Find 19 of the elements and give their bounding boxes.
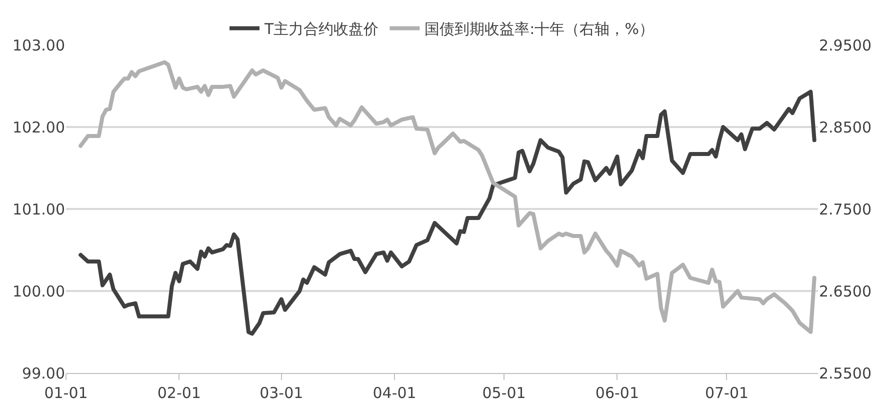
y-tick-label: 99.00 (22, 364, 65, 382)
x-tick-label: 03-01 (260, 384, 304, 402)
y2-tick-label: 2.6500 (819, 282, 872, 300)
x-tick-label: 04-01 (372, 384, 416, 402)
y-tick-label: 102.00 (12, 118, 65, 136)
y2-tick-label: 2.5500 (819, 364, 872, 382)
y2-tick-label: 2.8500 (819, 118, 872, 136)
x-tick-label: 06-01 (595, 384, 640, 402)
y-tick-label: 103.00 (12, 36, 65, 54)
x-tick-label: 01-01 (44, 384, 88, 402)
x-tick-label: 05-01 (482, 384, 526, 402)
y2-tick-label: 2.7500 (819, 200, 872, 218)
y-tick-label: 101.00 (12, 200, 65, 218)
legend-label: T主力合约收盘价 (264, 20, 379, 38)
y2-tick-label: 2.9500 (819, 36, 872, 54)
x-tick-label: 07-01 (704, 384, 749, 402)
y-tick-label: 100.00 (12, 282, 65, 300)
legend-label: 国债到期收益率:十年（右轴，%） (424, 20, 654, 38)
x-tick-label: 02-01 (157, 384, 201, 402)
